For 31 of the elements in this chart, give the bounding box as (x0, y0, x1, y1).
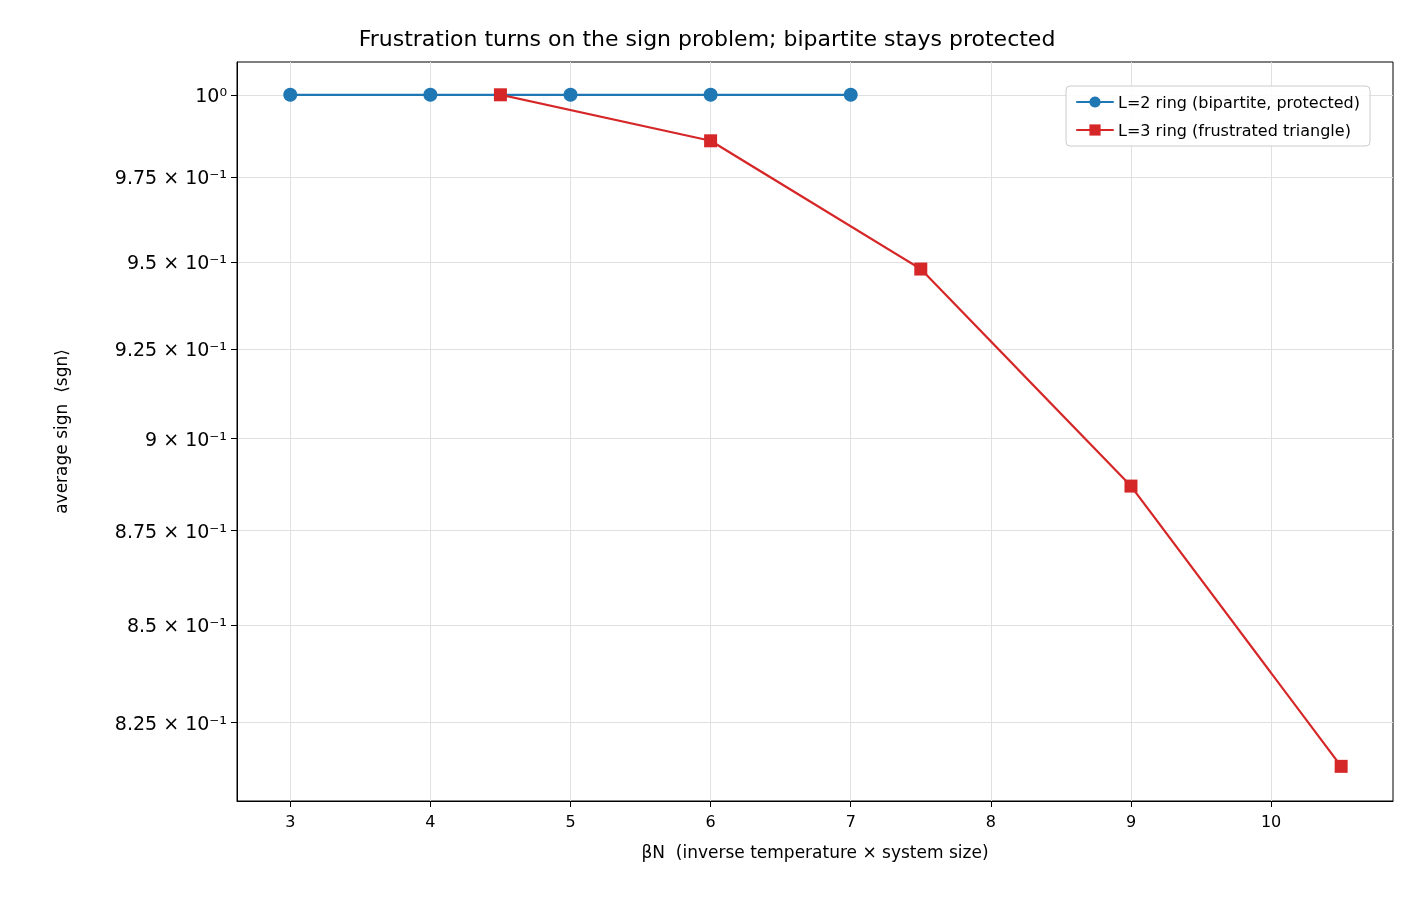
x-tick-label: 9 (1125, 811, 1137, 831)
legend-label: L=2 ring (bipartite, protected) (1118, 92, 1360, 112)
y-tick-label: 8.25 × 10⁻¹ (114, 711, 227, 734)
x-tick-label: 8 (985, 811, 996, 831)
x-tick-label: 3 (285, 811, 296, 831)
x-tick-label: 10 (1260, 811, 1282, 831)
x-tick-label: 6 (705, 811, 716, 831)
point (704, 134, 718, 148)
y-tick-label: 9.75 × 10⁻¹ (114, 166, 227, 189)
y-tick-label: 9.5 × 10⁻¹ (126, 251, 227, 274)
y-tick-label: 9 × 10⁻¹ (145, 427, 227, 450)
y-axis-title: average sign ⟨sgn⟩ (50, 349, 71, 514)
y-tick-label: 8.75 × 10⁻¹ (114, 519, 227, 542)
x-tick-label: 5 (565, 811, 576, 831)
y-tick-label: 8.5 × 10⁻¹ (126, 614, 227, 637)
x-tick-label: 7 (845, 811, 856, 831)
point (914, 262, 928, 276)
point (493, 88, 507, 102)
chart-title: Frustration turns on the sign problem; bipartite stays protected (358, 25, 1056, 51)
x-axis-title: βN (inverse temperature × system size) (641, 841, 989, 862)
point (703, 87, 718, 102)
point (423, 87, 438, 102)
y-tick-label: 10⁰ (195, 83, 227, 106)
point (843, 87, 858, 102)
x-tick-label: 4 (425, 811, 436, 831)
legend-label: L=3 ring (frustrated triangle) (1118, 120, 1351, 140)
point (1124, 479, 1138, 493)
y-tick-label: 9.25 × 10⁻¹ (114, 338, 227, 361)
point (1334, 759, 1348, 773)
point (283, 87, 298, 102)
point (563, 87, 578, 102)
